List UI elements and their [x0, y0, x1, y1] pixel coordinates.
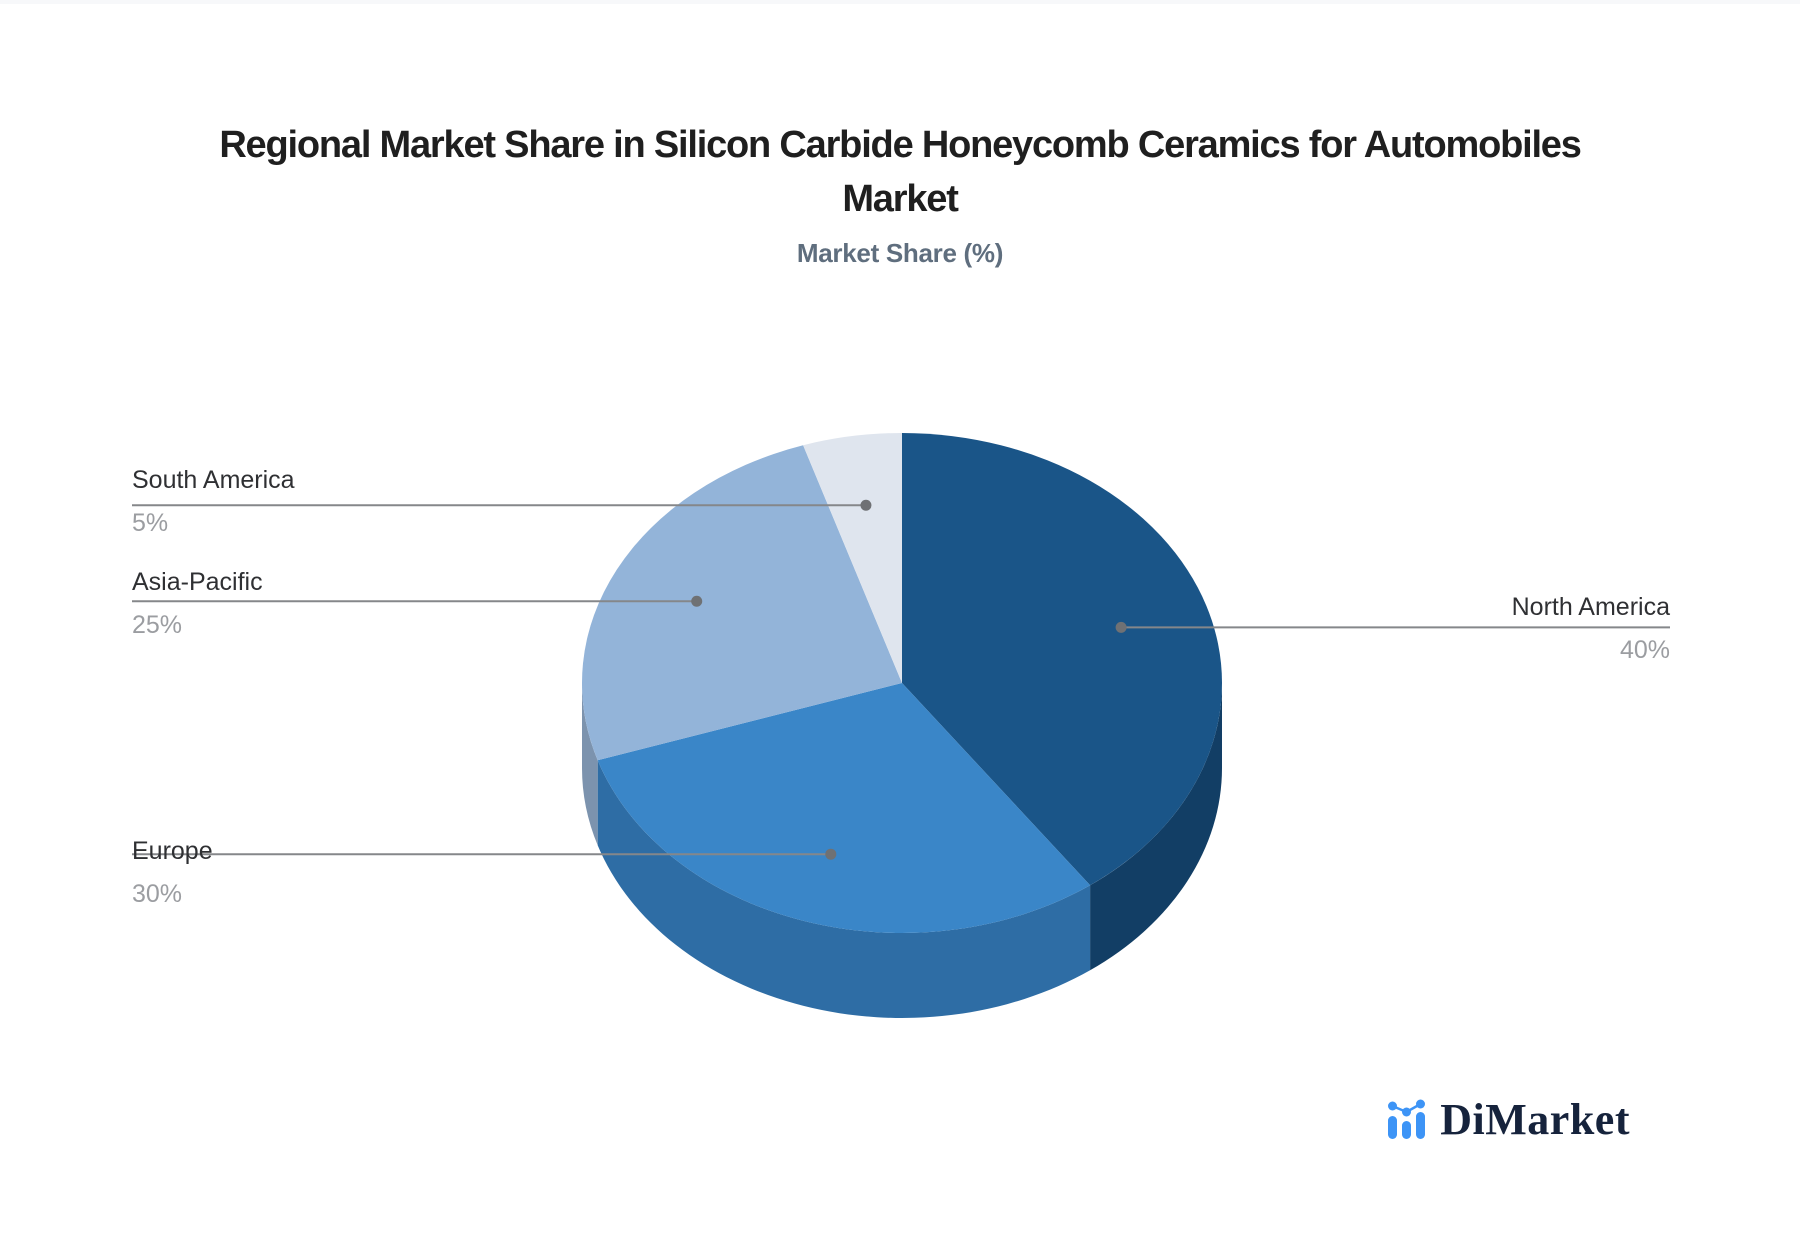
callout-value-europe: 30% — [132, 880, 183, 908]
pie-slice-north-america[interactable] — [902, 433, 1222, 886]
callout-label-north-america: North America — [1511, 593, 1670, 621]
logo-dot — [1416, 1099, 1426, 1109]
logo-text: DiMarket — [1440, 1095, 1630, 1144]
leader-dot-europe — [825, 848, 837, 860]
callout-value-south-america: 5% — [132, 509, 169, 537]
leader-dot-south-america — [860, 499, 872, 511]
chart-header: Regional Market Share in Silicon Carbide… — [0, 118, 1800, 280]
chart-title-line2: Market — [842, 178, 959, 220]
page-top-strip — [0, 0, 1800, 4]
logo-dot — [1402, 1107, 1412, 1117]
chart-subtitle: Market Share (%) — [796, 238, 1004, 268]
pie-slice-europe[interactable] — [597, 683, 1091, 934]
leader-dot-asia-pacific — [691, 595, 703, 607]
logo-bar — [1402, 1121, 1412, 1139]
callout-value-north-america: 40% — [1619, 636, 1670, 664]
logo-dot — [1388, 1101, 1398, 1111]
leader-dot-north-america — [1115, 621, 1127, 633]
chart-title-line1: Regional Market Share in Silicon Carbide… — [219, 124, 1582, 166]
pie-slice-asia-pacific[interactable] — [581, 445, 902, 761]
pie-slice-side-asia-pacific — [582, 683, 598, 846]
bar-chart-icon — [1388, 1099, 1426, 1139]
callout-value-asia-pacific: 25% — [132, 611, 183, 639]
logo-bar — [1388, 1116, 1398, 1139]
logo-bar — [1416, 1112, 1426, 1139]
pie-slice-side-europe — [597, 760, 1091, 1018]
dimarket-logo: DiMarket — [1386, 1096, 1630, 1144]
pie-slice-side-north-america — [1090, 683, 1222, 971]
callout-label-south-america: South America — [132, 466, 295, 494]
pie-slice-south-america[interactable] — [803, 433, 902, 683]
callout-label-asia-pacific: Asia-Pacific — [132, 568, 263, 596]
callout-label-europe: Europe — [132, 837, 213, 865]
